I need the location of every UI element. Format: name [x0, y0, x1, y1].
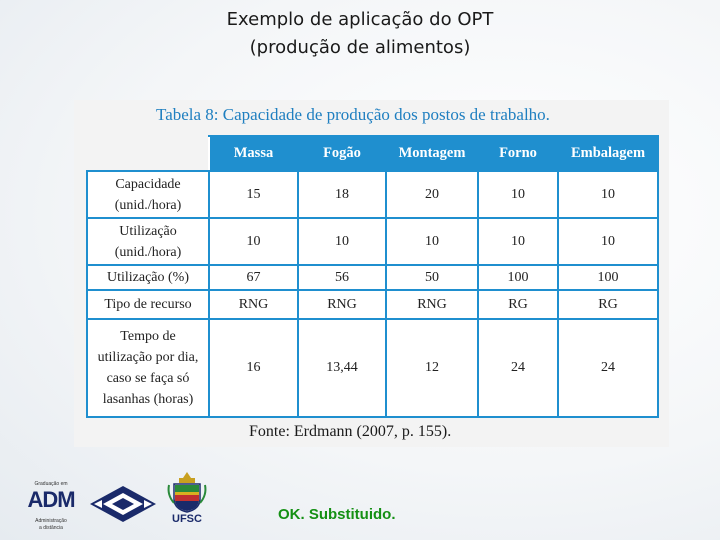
row-label: Utilização (unid./hora)	[86, 217, 210, 267]
table-cell: 10	[557, 169, 659, 220]
table-cell: 20	[385, 169, 479, 220]
table-row: Capacidade (unid./hora) 15 18 20 10 10	[86, 169, 659, 220]
footer-note: OK. Substituido.	[278, 506, 396, 523]
column-header: Montagem	[385, 135, 479, 172]
table-caption: Tabela 8: Capacidade de produção dos pos…	[156, 105, 550, 124]
adm-logo: Graduação em ADM Administração a distânc…	[27, 481, 75, 536]
table-cell: 24	[557, 317, 659, 419]
table-cell: 56	[297, 264, 387, 292]
table-cell: RNG	[208, 289, 299, 320]
slide-title-line-1: Exemplo de aplicação do OPT	[226, 9, 494, 30]
table-cell: 24	[477, 317, 559, 419]
row-label-line: (unid./hora)	[114, 244, 182, 260]
table-cell: 10	[477, 217, 559, 267]
table-cell: 100	[477, 264, 559, 292]
ufsc-crest-icon	[167, 472, 207, 513]
slide-title: Exemplo de aplicação do OPT (produção de…	[0, 6, 720, 62]
adm-logo-sub-text: Administração	[35, 518, 67, 524]
adm-logo-top-text: Graduação em	[34, 481, 68, 487]
table-cell: 16	[208, 317, 299, 419]
adm-logo-sub-text-2: a distância	[39, 525, 63, 531]
column-header: Forno	[477, 135, 559, 172]
table-row: Tipo de recurso RNG RNG RNG RG RG	[86, 289, 659, 320]
row-label-line: Utilização (%)	[106, 270, 189, 286]
row-label-line: Capacidade	[115, 176, 181, 192]
table-cell: RG	[477, 289, 559, 320]
column-header: Embalagem	[557, 135, 659, 172]
row-label-line: (unid./hora)	[114, 197, 182, 213]
column-header: Fogão	[297, 135, 387, 172]
table-row: Tempo de utilização por dia, caso se faç…	[86, 317, 659, 419]
table-cell: 10	[477, 169, 559, 220]
table-cell: RG	[557, 289, 659, 320]
row-label-line: Utilização	[119, 223, 177, 239]
table-corner-cell	[87, 136, 209, 171]
row-label-line: Tipo de recurso	[104, 297, 192, 313]
row-label: Utilização (%)	[86, 264, 210, 292]
capacity-table: Massa Fogão Montagem Forno Embalagem Cap…	[86, 135, 659, 419]
table-row: Utilização (unid./hora) 10 10 10 10 10	[86, 217, 659, 267]
ufsc-logo: UFSC	[165, 471, 209, 531]
table-cell: 10	[297, 217, 387, 267]
table-cell: RNG	[297, 289, 387, 320]
institution-diamond-logo	[88, 484, 158, 528]
table-header-row: Massa Fogão Montagem Forno Embalagem	[87, 135, 659, 172]
row-label-line: Tempo de	[120, 328, 176, 344]
table-cell: 50	[385, 264, 479, 292]
row-label: Tipo de recurso	[86, 289, 210, 320]
table-cell: 13,44	[297, 317, 387, 419]
table-cell: 10	[385, 217, 479, 267]
table-cell: 15	[208, 169, 299, 220]
row-label: Tempo de utilização por dia, caso se faç…	[86, 317, 210, 419]
table-cell: 10	[557, 217, 659, 267]
adm-logo-main-text: ADM	[27, 487, 75, 512]
row-label-line: utilização por dia,	[97, 349, 199, 365]
row-label-line: lasanhas (horas)	[102, 391, 194, 407]
table-cell: 67	[208, 264, 299, 292]
row-label: Capacidade (unid./hora)	[86, 169, 210, 220]
ufsc-logo-text: UFSC	[172, 513, 202, 525]
column-header: Massa	[208, 135, 299, 172]
row-label-line: caso se faça só	[106, 370, 190, 386]
table-cell: 100	[557, 264, 659, 292]
slide-title-line-2: (produção de alimentos)	[249, 37, 471, 58]
table-cell: RNG	[385, 289, 479, 320]
table-cell: 12	[385, 317, 479, 419]
table-cell: 18	[297, 169, 387, 220]
table-row: Utilização (%) 67 56 50 100 100	[86, 264, 659, 292]
table-figure: Tabela 8: Capacidade de produção dos pos…	[74, 100, 669, 447]
table-cell: 10	[208, 217, 299, 267]
diamond-logo-icon	[90, 486, 156, 522]
table-source: Fonte: Erdmann (2007, p. 155).	[249, 423, 452, 440]
